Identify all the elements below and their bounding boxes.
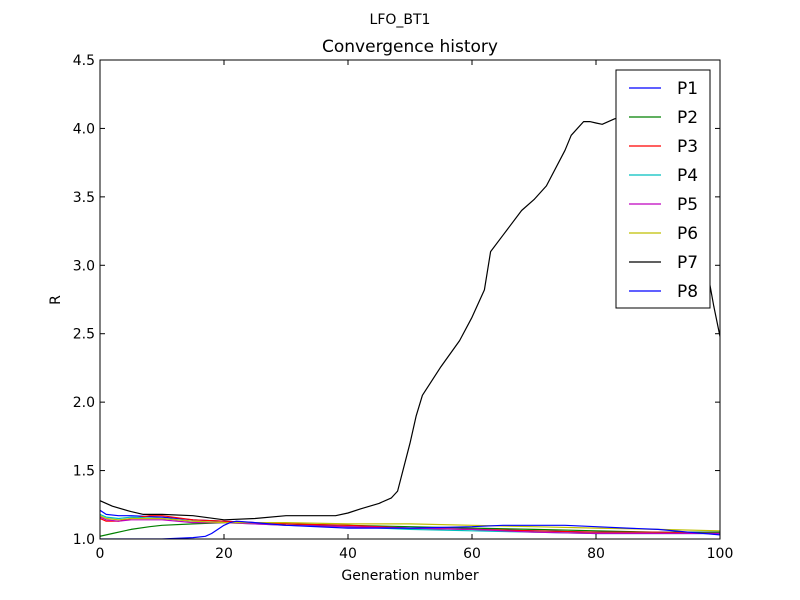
legend-label-p4: P4 (677, 166, 698, 186)
legend: P1 P2 P3 P4 P5 P6 P7 P8 (615, 69, 711, 309)
x-tick-label: 0 (96, 546, 105, 562)
plot-frame (99, 59, 721, 540)
y-tick-label: 3.0 (73, 258, 95, 274)
y-tick-label: 1.0 (73, 532, 95, 548)
chart-suptitle: LFO_BT1 (370, 12, 431, 28)
y-tick-label: 1.5 (73, 464, 95, 480)
series-line-p7 (100, 114, 720, 521)
y-tick-label: 2.0 (73, 395, 95, 411)
series-line-p8 (100, 520, 720, 539)
legend-label-p8: P8 (677, 282, 698, 302)
series-line-p5 (100, 516, 720, 535)
y-tick-label: 3.5 (73, 190, 95, 206)
legend-label-p5: P5 (677, 195, 698, 215)
legend-label-p6: P6 (677, 224, 698, 244)
legend-label-p1: P1 (677, 79, 698, 99)
x-tick-label: 60 (463, 546, 481, 562)
legend-label-p3: P3 (677, 137, 698, 157)
x-tick-label: 80 (587, 546, 605, 562)
y-tick-label: 4.5 (73, 53, 95, 69)
legend-label-p2: P2 (677, 108, 698, 128)
legend-box (615, 69, 711, 309)
chart-title: Convergence history (322, 37, 498, 57)
series-layer (100, 114, 720, 539)
legend-label-p7: P7 (677, 253, 698, 273)
y-tick-label: 4.0 (73, 121, 95, 137)
series-line-p6 (100, 515, 720, 532)
y-axis-label: R (48, 295, 64, 305)
x-tick-label: 100 (707, 546, 734, 562)
x-tick-label: 40 (339, 546, 357, 562)
ticks-layer: 0 20 40 60 80 100 1.0 1.5 2.0 2.5 3.0 3.5 4.0 4.5 (73, 53, 734, 562)
x-axis-label: Generation number (341, 568, 478, 584)
y-tick-label: 2.5 (73, 327, 95, 343)
x-tick-label: 20 (215, 546, 233, 562)
